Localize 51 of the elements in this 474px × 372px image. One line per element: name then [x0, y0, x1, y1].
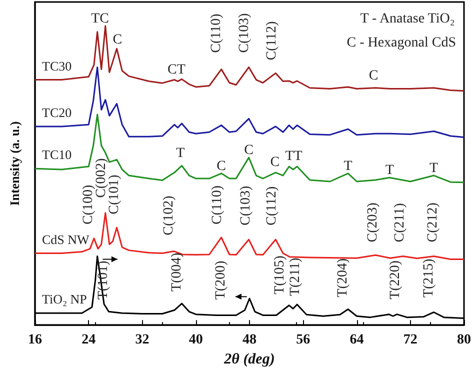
annotation: T(200)	[214, 260, 229, 300]
x-tick-label: 56	[296, 332, 310, 348]
annotation: T - Anatase TiO₂	[360, 12, 455, 26]
annotation: C(112)	[264, 20, 280, 60]
annotation: C(102)	[161, 195, 176, 236]
x-tick-label: 32	[135, 332, 150, 348]
annotation: T(215)	[421, 258, 436, 298]
annotation: T(211)	[288, 257, 303, 296]
x-tick-label: 80	[457, 332, 471, 348]
annotation: C(203)	[366, 202, 381, 242]
series-label: TC30	[42, 58, 72, 74]
series-label: CdS NW	[42, 232, 90, 247]
x-tick-label: 40	[188, 332, 203, 348]
x-tick-label: 48	[242, 332, 256, 348]
annotation: C	[216, 158, 226, 174]
x-tick-label: 16	[28, 332, 42, 348]
annotation: T	[176, 146, 186, 162]
annotation: TT	[285, 149, 303, 164]
annotation: C(110)	[208, 13, 224, 53]
series-label: TC20	[42, 104, 72, 120]
annotation: T	[344, 158, 353, 174]
annotation: T(101)	[96, 260, 112, 300]
y-axis-title: Intensity (a. u.)	[7, 121, 22, 206]
annotation: T(204)	[336, 258, 351, 298]
annotation: C	[368, 68, 378, 84]
annotation: C(103)	[237, 12, 252, 53]
annotation: C	[270, 155, 280, 170]
annotation: T	[430, 161, 439, 176]
annotation: T(004)	[169, 252, 184, 292]
annotation: C(211)	[392, 202, 408, 242]
annotation: C(100)	[80, 184, 96, 225]
annotation: C(103)	[238, 185, 254, 226]
x-tick-label: 24	[82, 332, 96, 348]
annotation: TC	[91, 11, 109, 26]
annotation: C(101)	[106, 174, 122, 214]
annotation: C(112)	[264, 186, 280, 226]
series-label: TiO₂ NP	[42, 292, 87, 307]
annotation: T(220)	[388, 260, 403, 300]
annotation: C	[244, 143, 254, 158]
annotation: C(002)	[94, 158, 110, 198]
annotation: C	[112, 32, 122, 48]
x-tick-label: 72	[403, 332, 418, 348]
series-label: TC10	[42, 147, 72, 162]
annotation: C - Hexagonal CdS	[346, 36, 456, 50]
annotation: C(212)	[425, 202, 440, 242]
annotation: T(105)	[272, 255, 288, 294]
x-axis-title: 2θ (deg)	[223, 352, 275, 368]
annotation: T	[385, 163, 394, 178]
x-tick-label: 64	[350, 332, 364, 348]
annotation: CT	[167, 62, 186, 78]
annotation: C(110)	[210, 185, 226, 225]
